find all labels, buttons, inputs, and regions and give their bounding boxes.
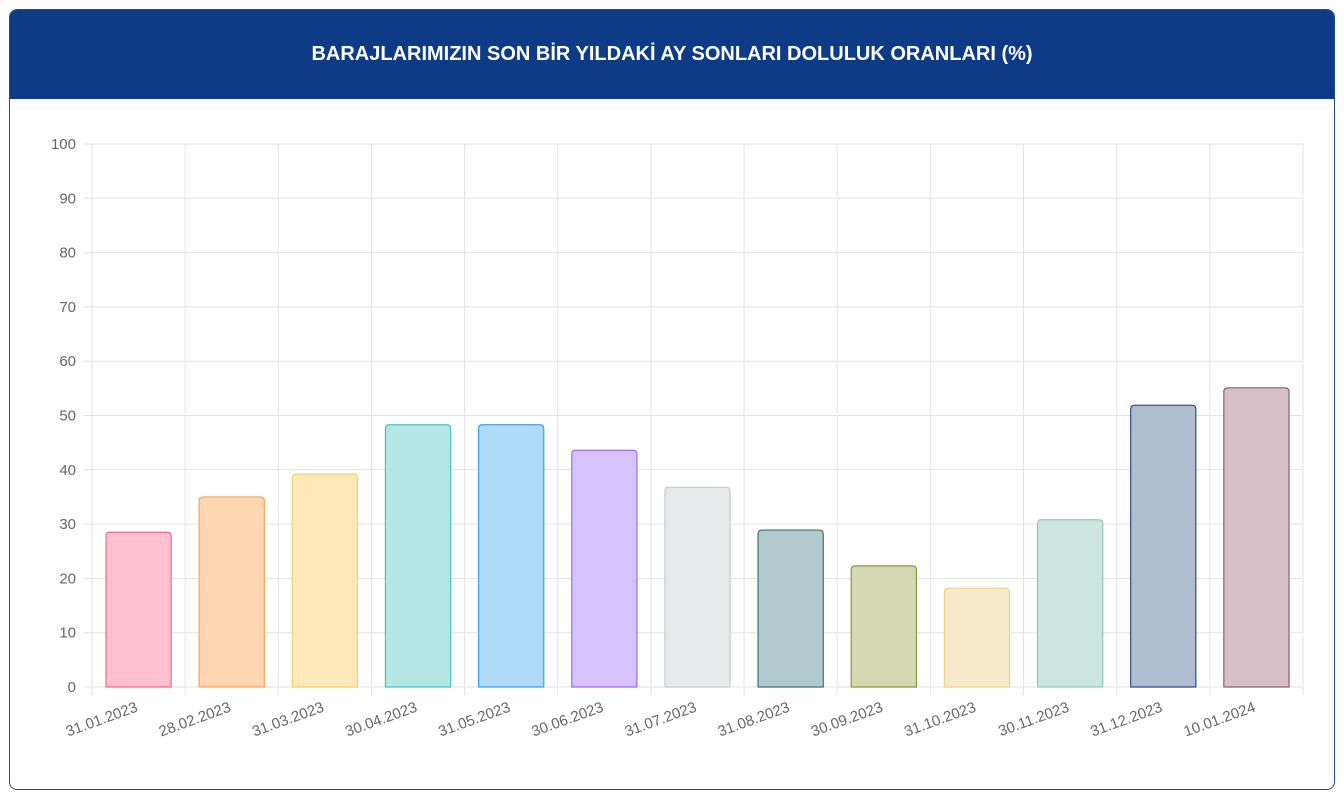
x-tick-label: 31.05.2023	[436, 699, 512, 741]
chart-title: BARAJLARIMIZIN SON BİR YILDAKİ AY SONLAR…	[10, 10, 1334, 99]
bar	[943, 587, 1011, 688]
bar	[1036, 519, 1104, 688]
bar	[477, 424, 545, 688]
y-tick-label: 30	[59, 516, 76, 533]
x-tick-label: 31.03.2023	[250, 699, 326, 741]
y-tick-label: 20	[59, 570, 76, 587]
y-tick-label: 10	[59, 625, 76, 642]
x-tick-label: 30.04.2023	[343, 699, 419, 741]
x-tick-label: 31.08.2023	[716, 699, 792, 741]
y-tick-label: 70	[59, 299, 76, 316]
bar	[1223, 387, 1290, 688]
y-tick-label: 40	[59, 462, 76, 479]
bar	[571, 449, 638, 688]
x-tick-label: 31.10.2023	[902, 699, 978, 741]
bar	[757, 529, 824, 688]
y-tick-label: 100	[51, 136, 76, 153]
y-tick-label: 50	[59, 408, 76, 425]
bar	[664, 486, 731, 688]
bar	[198, 496, 265, 688]
y-tick-label: 90	[59, 190, 76, 207]
bar	[850, 565, 918, 688]
x-tick-label: 31.12.2023	[1088, 699, 1164, 741]
bar	[384, 424, 452, 688]
bar	[291, 473, 359, 688]
x-tick-label: 30.11.2023	[996, 699, 1071, 740]
x-tick-label: 31.07.2023	[623, 699, 699, 741]
y-tick-label: 0	[68, 679, 76, 696]
bar	[105, 531, 172, 688]
x-tick-label: 30.09.2023	[809, 699, 885, 741]
x-tick-label: 30.06.2023	[529, 699, 605, 741]
bar	[1130, 404, 1197, 688]
y-tick-label: 60	[59, 353, 76, 370]
x-tick-label: 31.01.2023	[64, 699, 140, 741]
x-tick-label: 28.02.2023	[157, 699, 233, 741]
x-tick-label: 10.01.2024	[1181, 699, 1257, 741]
y-tick-label: 80	[59, 245, 76, 262]
